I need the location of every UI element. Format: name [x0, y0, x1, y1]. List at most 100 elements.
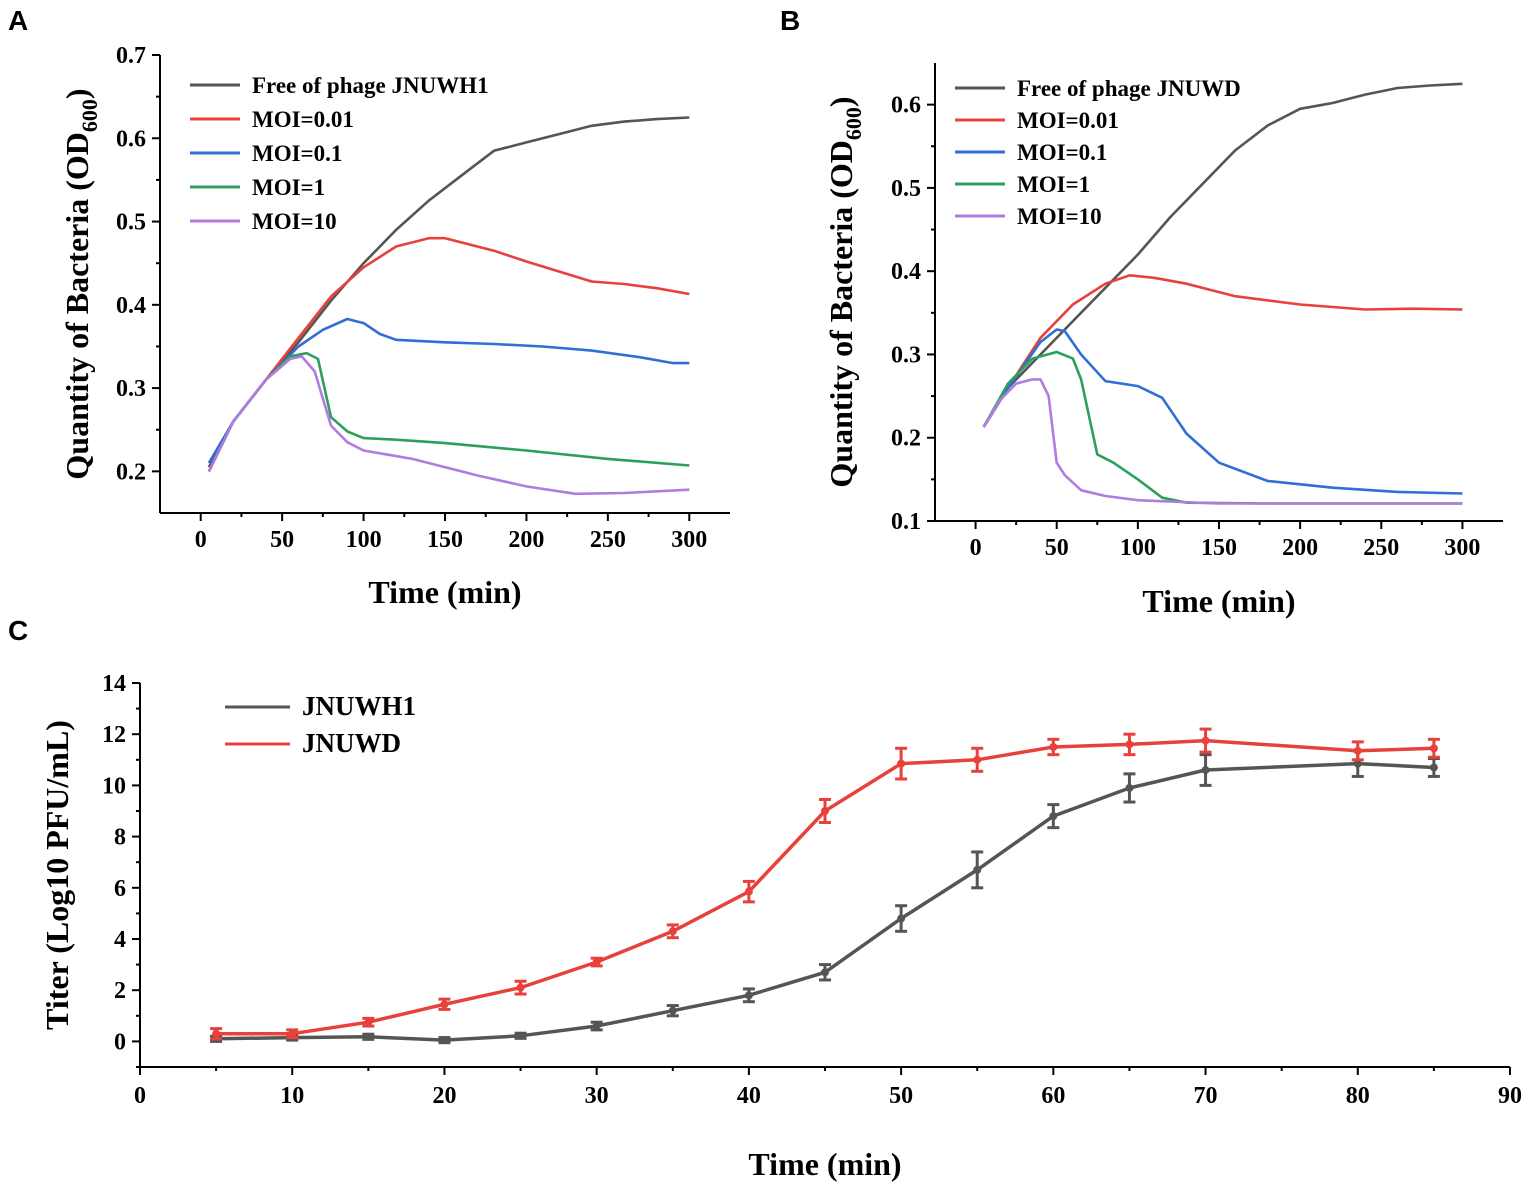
data-point-jnuwd: [973, 755, 982, 764]
data-point-jnuwd: [516, 983, 525, 992]
y-tick-label: 14: [102, 671, 126, 697]
data-point-jnuwd: [364, 1018, 373, 1027]
data-point-jnuwd: [668, 927, 677, 936]
data-point-jnuwh1: [1353, 759, 1362, 768]
x-tick-label: 200: [508, 527, 544, 553]
data-point-jnuwd: [1201, 736, 1210, 745]
legend-label-moi-1: MOI=1: [1017, 172, 1090, 197]
x-tick-label: 90: [1498, 1083, 1522, 1109]
data-point-jnuwh1: [364, 1032, 373, 1041]
data-point-jnuwh1: [668, 1006, 677, 1015]
chart-panel-b: 0 50 100 150 200 250 300 0.1 0.2 0.3 0.4 0.5 0.6 Time…: [823, 63, 1503, 619]
legend-label-moi-0-1: MOI=0.1: [1017, 140, 1107, 165]
x-tick-label: 50: [270, 527, 294, 553]
y-tick-label: 4: [114, 927, 126, 953]
x-tick-label: 150: [1201, 535, 1237, 561]
y-tick-label: 0.7: [116, 43, 146, 69]
series-line-free-of-phage-jnuwh1: [207, 116, 690, 468]
chart-panel-c: 0 10 20 30 40 50 60 70 80 90 0 2 4 6 8 10 12 14 Time (min)…: [39, 671, 1522, 1182]
y-tick-label: 6: [114, 876, 126, 902]
data-point-jnuwh1: [1429, 763, 1438, 772]
legend-label-moi-0-1: MOI=0.1: [252, 141, 342, 166]
x-tick-label: 30: [585, 1083, 609, 1109]
data-point-jnuwh1: [440, 1036, 449, 1045]
legend-label-moi-1: MOI=1: [252, 175, 325, 200]
data-point-jnuwd: [1353, 746, 1362, 755]
legend-label-moi-0-01: MOI=0.01: [252, 107, 354, 132]
x-tick-label: 100: [346, 527, 382, 553]
data-point-jnuwh1: [1201, 766, 1210, 775]
series-line-jnuwh1: [216, 761, 1434, 1042]
legend-label-free-of-phage-jnuwh1: Free of phage JNUWH1: [252, 73, 489, 98]
x-tick-label: 40: [737, 1083, 761, 1109]
data-point-jnuwh1: [897, 914, 906, 923]
y-tick-label: 0.4: [116, 293, 146, 319]
data-point-jnuwd: [897, 759, 906, 768]
y-tick-label: 0.1: [891, 509, 921, 535]
legend-label-moi-10: MOI=10: [252, 209, 337, 234]
legend-label-moi-10: MOI=10: [1017, 204, 1102, 229]
y-tick-label: 0.3: [116, 376, 146, 402]
y-tick-label: 8: [114, 825, 126, 851]
x-tick-label: 250: [590, 527, 626, 553]
panel-letter-a: A: [8, 5, 28, 36]
data-point-jnuwh1: [1125, 783, 1134, 792]
x-tick-label: 10: [280, 1083, 304, 1109]
data-point-jnuwd: [1429, 744, 1438, 753]
x-tick-label: 20: [432, 1083, 456, 1109]
y-tick-label: 0.5: [116, 210, 146, 236]
x-tick-label: 50: [1045, 535, 1069, 561]
y-axis-title: Quantity of Bacteria (OD600): [823, 96, 866, 487]
legend-label-jnuwh1: JNUWH1: [302, 691, 416, 721]
x-axis-title: Time (min): [368, 574, 521, 610]
data-point-jnuwd: [592, 958, 601, 967]
x-tick-label: 70: [1194, 1083, 1218, 1109]
y-tick-label: 0.6: [891, 93, 921, 119]
data-point-jnuwd: [1125, 740, 1134, 749]
x-tick-label: 60: [1041, 1083, 1065, 1109]
data-point-jnuwh1: [592, 1022, 601, 1031]
data-point-jnuwh1: [744, 991, 753, 1000]
data-point-jnuwh1: [516, 1031, 525, 1040]
series-line-moi-1: [207, 351, 690, 472]
y-tick-label: 0.2: [891, 426, 921, 452]
data-point-jnuwd: [1049, 743, 1058, 751]
data-point-jnuwd: [288, 1029, 297, 1038]
x-axis-title: Time (min): [1142, 583, 1295, 619]
x-tick-label: 0: [195, 527, 207, 553]
x-tick-label: 300: [671, 527, 707, 553]
y-tick-label: 10: [102, 773, 126, 799]
data-point-jnuwd: [744, 887, 753, 896]
y-tick-label: 12: [102, 722, 126, 748]
y-tick-label: 0.5: [891, 176, 921, 202]
x-tick-label: 200: [1282, 535, 1318, 561]
y-tick-label: 0.6: [116, 126, 146, 152]
y-axis-title: Quantity of Bacteria (OD600): [59, 88, 102, 479]
legend-label-free-of-phage-jnuwd: Free of phage JNUWD: [1017, 76, 1241, 101]
series-line-jnuwd: [216, 738, 1434, 1036]
data-point-jnuwd: [821, 807, 829, 815]
x-tick-label: 300: [1444, 535, 1480, 561]
data-point-jnuwd: [440, 1000, 449, 1009]
data-point-jnuwd: [212, 1029, 221, 1038]
series-line-moi-0-1: [207, 317, 690, 464]
series-line-moi-0-01: [207, 236, 690, 472]
x-tick-label: 50: [889, 1083, 913, 1109]
x-tick-label: 80: [1346, 1083, 1370, 1109]
series-line-free-of-phage-jnuwd: [982, 82, 1463, 428]
y-tick-label: 0.3: [891, 342, 921, 368]
panel-letter-c: C: [8, 615, 28, 646]
x-tick-label: 250: [1363, 535, 1399, 561]
y-tick-label: 2: [114, 978, 126, 1004]
series-line-moi-0-1: [982, 328, 1463, 495]
x-axis-title: Time (min): [748, 1146, 901, 1182]
y-tick-label: 0: [114, 1029, 126, 1055]
x-tick-label: 0: [970, 535, 982, 561]
series-line-moi-10: [207, 355, 690, 496]
chart-panel-a: 0 50 100 150 200 250 300 0.2 0.3 0.4 0.5 0.6 0.7 Time…: [59, 43, 730, 610]
x-tick-label: 100: [1120, 535, 1156, 561]
data-point-jnuwh1: [821, 968, 829, 977]
data-point-jnuwh1: [973, 865, 982, 874]
y-tick-label: 0.4: [891, 259, 921, 285]
